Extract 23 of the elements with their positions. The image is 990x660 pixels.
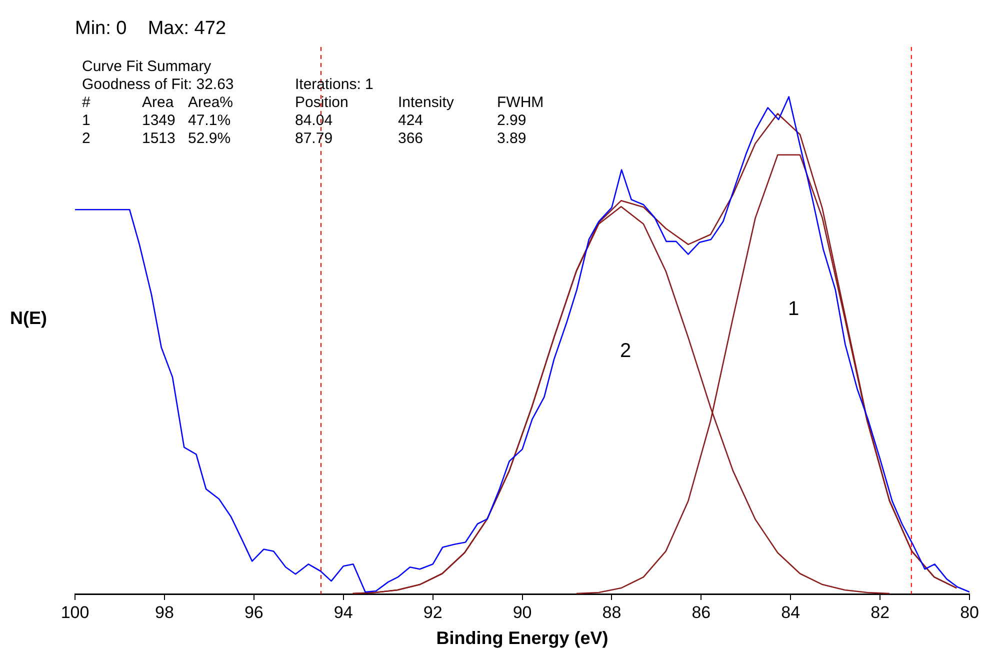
x-tick-label: 96	[244, 602, 264, 622]
x-tick-label: 86	[692, 602, 711, 622]
x-tick-label: 92	[423, 602, 442, 622]
x-tick-label: 98	[154, 602, 174, 622]
annotation: 2	[82, 130, 90, 147]
x-tick-label: 80	[960, 602, 980, 622]
x-tick-label: 94	[334, 602, 353, 622]
text: 1	[788, 298, 800, 320]
x-tick-label: 90	[512, 602, 532, 622]
text: Min: 0 Max: 472	[75, 18, 226, 40]
text: 1349 47.1% 84.04 424 2.99	[142, 112, 526, 129]
x-tick-label: 100	[60, 602, 90, 622]
x-tick-label: 84	[781, 602, 800, 622]
x-tick-label: 82	[870, 602, 890, 622]
annotation: 1	[82, 112, 90, 129]
x-axis-title: Binding Energy (eV)	[436, 628, 608, 648]
text: Curve Fit Summary	[82, 58, 212, 75]
text: 1513 52.9% 87.79 366 3.89	[142, 130, 526, 147]
text: # Area Area% Position Intensity FWHM	[82, 94, 544, 111]
y-axis-title: N(E)	[10, 308, 47, 329]
x-tick-label: 88	[602, 602, 622, 622]
text: 2	[620, 340, 632, 362]
text: Goodness of Fit: 32.63 Iterations: 1	[82, 76, 374, 93]
